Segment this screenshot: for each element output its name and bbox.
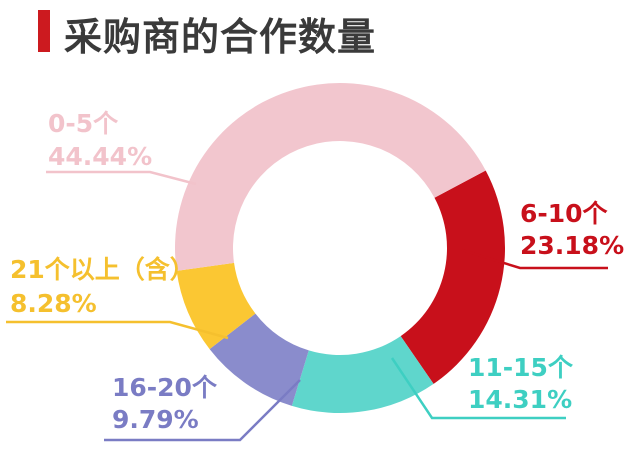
leader-line-3 <box>104 379 301 442</box>
leader-line-2 <box>390 357 566 420</box>
leader-line-4 <box>6 320 229 340</box>
leader-line-1 <box>461 248 608 270</box>
leader-line-5 <box>46 170 197 186</box>
category-label-2: 11-15个 <box>468 353 574 382</box>
donut-slice-5 <box>175 83 486 271</box>
chart-title: 采购商的合作数量 <box>64 15 377 59</box>
category-label-5: 0-5个 <box>48 109 119 138</box>
percent-label-4: 8.28% <box>10 289 97 318</box>
category-label-4: 21个以上（含） <box>10 255 195 284</box>
percent-label-1: 23.18% <box>520 231 624 260</box>
donut-slice-3 <box>209 313 309 406</box>
donut-slice-4 <box>176 262 256 350</box>
percent-label-2: 14.31% <box>468 385 572 414</box>
title-accent-bar <box>38 10 50 52</box>
percent-label-5: 44.44% <box>48 142 152 171</box>
category-label-1: 6-10个 <box>520 199 609 228</box>
percent-label-3: 9.79% <box>112 405 199 434</box>
category-label-3: 16-20个 <box>112 373 218 402</box>
donut-slice-1 <box>400 170 505 384</box>
donut-slice-2 <box>291 336 434 413</box>
